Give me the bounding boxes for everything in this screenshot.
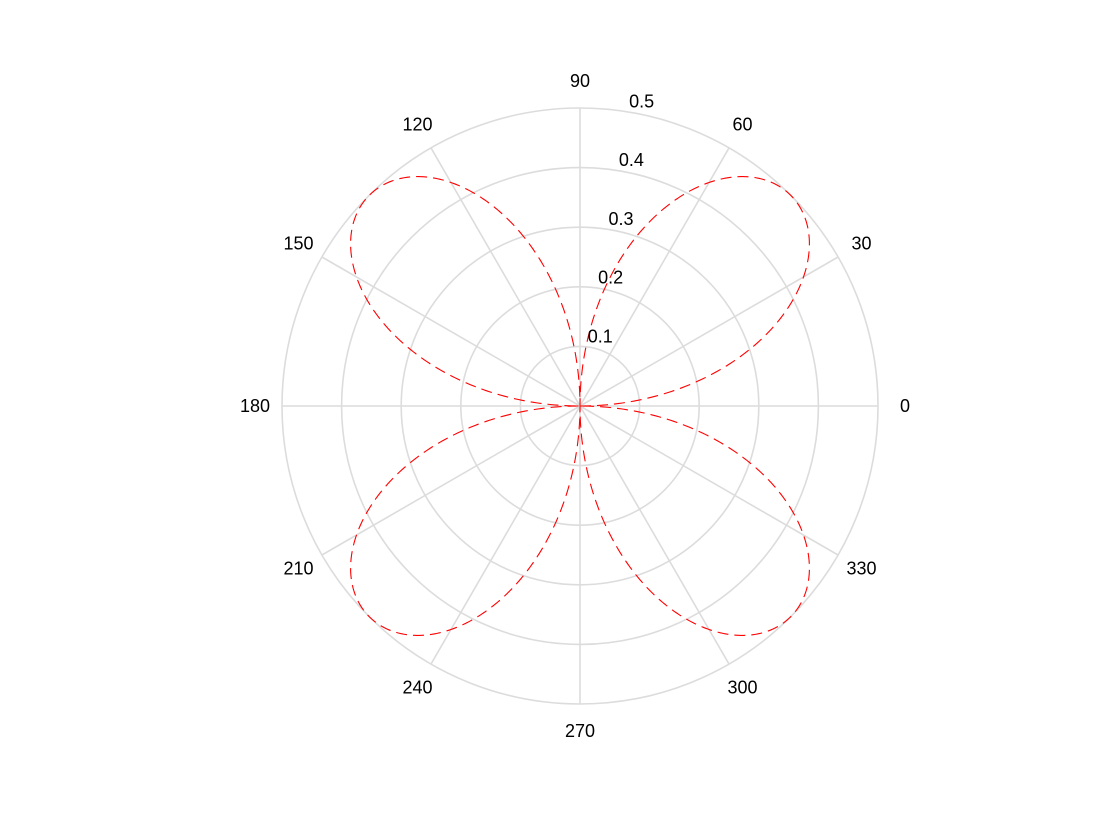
angle-tick-label-150: 150 bbox=[283, 234, 313, 254]
data-series bbox=[350, 176, 810, 636]
series-line-1 bbox=[350, 176, 810, 636]
angular-grid-line-300 bbox=[579, 405, 730, 665]
axis-labels: 0 30 60 90 120 150 180 210 240 270 300 330 0.1 0.2 0.3… bbox=[240, 71, 910, 741]
angular-grid-line-210 bbox=[321, 405, 581, 556]
angle-tick-label-60: 60 bbox=[732, 115, 752, 135]
angular-grid-line-120 bbox=[430, 147, 581, 407]
polar-grid bbox=[281, 107, 879, 705]
radial-tick-label-2: 0.2 bbox=[598, 268, 623, 288]
angle-tick-label-180: 180 bbox=[240, 396, 270, 416]
angular-grid-line-150 bbox=[321, 256, 581, 407]
angular-grid-line-330 bbox=[579, 405, 839, 556]
angular-grid-line-240 bbox=[430, 405, 581, 665]
angular-grid-line-60 bbox=[579, 147, 730, 407]
angular-grid-line-30 bbox=[579, 256, 839, 407]
radial-tick-label-4: 0.4 bbox=[619, 150, 644, 170]
angle-tick-label-210: 210 bbox=[283, 559, 313, 579]
radial-tick-label-5: 0.5 bbox=[629, 92, 654, 112]
angle-tick-label-270: 270 bbox=[565, 721, 595, 741]
angle-tick-label-90: 90 bbox=[570, 71, 590, 91]
radial-tick-label-1: 0.1 bbox=[588, 326, 613, 346]
angle-tick-label-30: 30 bbox=[851, 234, 871, 254]
radial-tick-label-3: 0.3 bbox=[608, 209, 633, 229]
angle-tick-label-0: 0 bbox=[900, 396, 910, 416]
angle-tick-label-300: 300 bbox=[727, 678, 757, 698]
angle-tick-label-330: 330 bbox=[846, 559, 876, 579]
angle-tick-label-120: 120 bbox=[402, 115, 432, 135]
angle-tick-label-240: 240 bbox=[402, 678, 432, 698]
